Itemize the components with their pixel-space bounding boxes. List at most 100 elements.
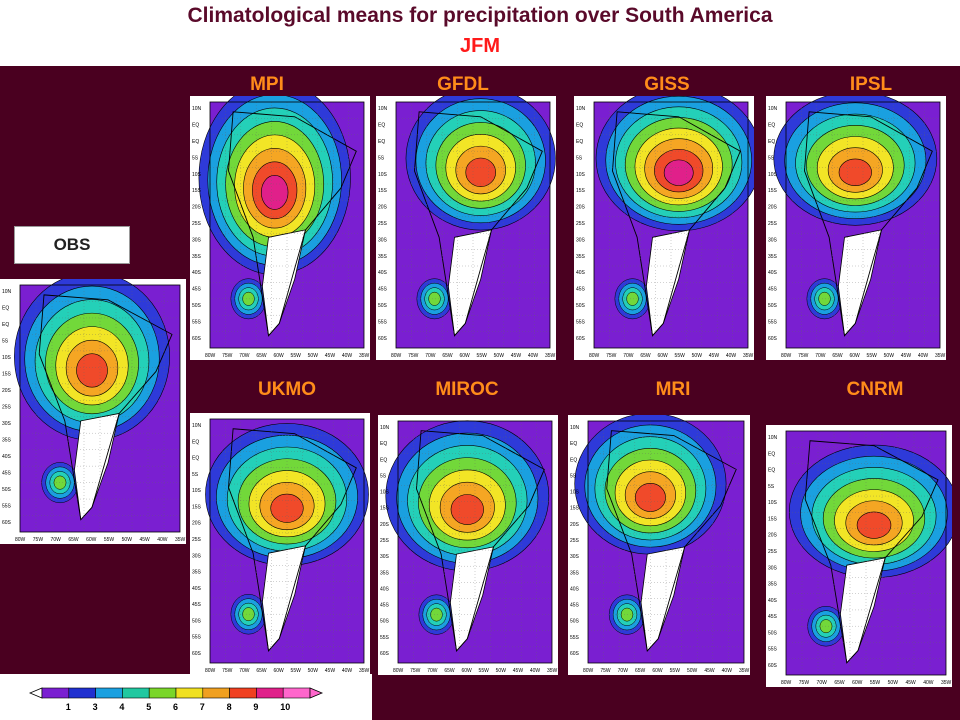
map-frame [593,101,749,349]
lat-tick-label: 10N [192,106,202,112]
lat-tick-label: 10N [768,435,778,441]
lon-tick-label: 40W [722,668,733,674]
colorbar-label: 3 [93,702,98,712]
lon-tick-label: 55W [291,668,302,674]
lon-tick-label: 45W [513,668,524,674]
map-frame [209,418,365,664]
lon-tick-label: 40W [342,353,353,359]
lat-tick-label: EQ [2,306,9,312]
colorbar-swatch [282,687,311,699]
lat-tick-label: 20S [378,205,388,211]
lat-tick-label: 45S [192,287,202,293]
lat-tick-label: 10S [192,172,202,178]
precip-contour [626,291,639,306]
colorbar-legend: 1 3 4 5 6 7 8 9 10 [28,687,324,712]
lat-tick-label: 60S [380,651,390,657]
lon-tick-label: 75W [600,668,611,674]
map-panel-giss: 10N EQ EQ 5S 10S 15S 20S 25S 30S 35S 40S 45S 50S 55S 6… [574,96,754,360]
lat-tick-label: EQ [192,139,199,145]
precip-contour [450,494,484,525]
map-panel-mri: 10N EQ EQ 5S 10S 15S 20S 25S 30S 35S 40S 45S 50S 55S 6… [568,415,750,675]
colorbar-label: 4 [119,702,124,712]
map-figure: 10N EQ EQ 5S 10S 15S 20S 25S 30S 35S 40S 45S 50S 55S 6… [768,96,946,359]
lat-tick-label: EQ [768,451,775,457]
map-figure: 10N EQ EQ 5S 10S 15S 20S 25S 30S 35S 40S 45S 50S 55S 6… [192,418,370,674]
lat-tick-label: 40S [768,598,778,604]
colorbar-label: 8 [227,702,232,712]
lat-tick-label: 50S [2,487,12,493]
lat-tick-label: 35S [192,570,202,576]
lat-tick-label: 20S [768,205,778,211]
lon-tick-label: 75W [408,353,419,359]
lon-tick-label: 80W [583,668,594,674]
lat-tick-label: 10N [192,423,202,429]
map-frame [209,101,365,349]
lon-tick-label: 65W [635,668,646,674]
lat-tick-label: 15S [768,516,778,522]
model-label-ukmo: UKMO [257,379,317,400]
lon-tick-label: 75W [410,668,421,674]
map-panel-gfdl: 10N EQ EQ 5S 10S 15S 20S 25S 30S 35S 40S 45S 50S 55S 6… [376,96,556,360]
lat-tick-label: 60S [768,663,778,669]
map-panel-ukmo: 10N EQ EQ 5S 10S 15S 20S 25S 30S 35S 40S 45S 50S 55S 6… [190,413,370,675]
lat-tick-label: 5S [768,484,775,490]
map-frame [785,101,941,349]
lat-tick-label: 15S [380,506,390,512]
lon-tick-label: 40W [923,680,934,686]
lat-tick-label: 60S [2,520,12,526]
lon-tick-label: 80W [15,537,26,543]
lon-tick-label: 55W [870,680,881,686]
lat-tick-label: EQ [768,139,775,145]
lat-tick-label: 30S [378,237,388,243]
lat-tick-label: 10S [378,172,388,178]
colorbar-swatch [95,687,123,699]
lat-tick-label: 5S [2,339,9,345]
colorbar-swatch [175,687,204,699]
lat-tick-label: 60S [192,651,202,657]
lon-tick-label: 65W [256,353,267,359]
map-frame [19,284,181,533]
lat-tick-label: 10N [378,106,388,112]
lat-tick-label: 30S [576,237,586,243]
colorbar-label: 6 [173,702,178,712]
lon-tick-label: 70W [815,353,826,359]
lat-tick-label: 55S [768,319,778,325]
lon-tick-label: 75W [222,353,233,359]
map-panel-ipsl: 10N EQ EQ 5S 10S 15S 20S 25S 30S 35S 40S 45S 50S 55S 6… [766,96,946,360]
lon-tick-label: 60W [849,353,860,359]
lat-tick-label: 40S [570,586,580,592]
lat-tick-label: EQ [380,441,387,447]
lat-tick-label: 50S [378,303,388,309]
lon-tick-label: 35W [739,668,750,674]
lat-tick-label: 50S [570,619,580,625]
lon-tick-label: 60W [852,680,863,686]
lat-tick-label: 5S [192,472,199,478]
lon-tick-label: 70W [618,668,629,674]
model-label-ipsl: IPSL [849,74,893,95]
lat-tick-label: 5S [570,473,577,479]
lat-tick-label: 5S [576,155,583,161]
lon-tick-label: 55W [477,353,488,359]
lat-tick-label: 40S [768,270,778,276]
colorbar-label: 7 [200,702,205,712]
lat-tick-label: 20S [380,522,390,528]
lat-tick-label: 35S [768,582,778,588]
model-label-mri: MRI [655,379,691,400]
lon-tick-label: 55W [479,668,490,674]
lon-tick-label: 70W [51,537,62,543]
lon-tick-label: 65W [442,353,453,359]
precip-contour [428,291,441,306]
lat-tick-label: 50S [192,303,202,309]
model-label-miroc: MIROC [435,379,499,400]
lat-tick-label: 20S [192,521,202,527]
lon-tick-label: 80W [589,353,600,359]
lat-tick-label: 30S [380,554,390,560]
colorbar-arrow-left [28,687,43,699]
lon-tick-label: 65W [832,353,843,359]
precip-contour [261,174,289,210]
lon-tick-label: 40W [726,353,737,359]
lon-tick-label: 50W [884,353,895,359]
lat-tick-label: 40S [192,586,202,592]
map-frame [395,101,551,349]
lon-tick-label: 80W [205,668,216,674]
